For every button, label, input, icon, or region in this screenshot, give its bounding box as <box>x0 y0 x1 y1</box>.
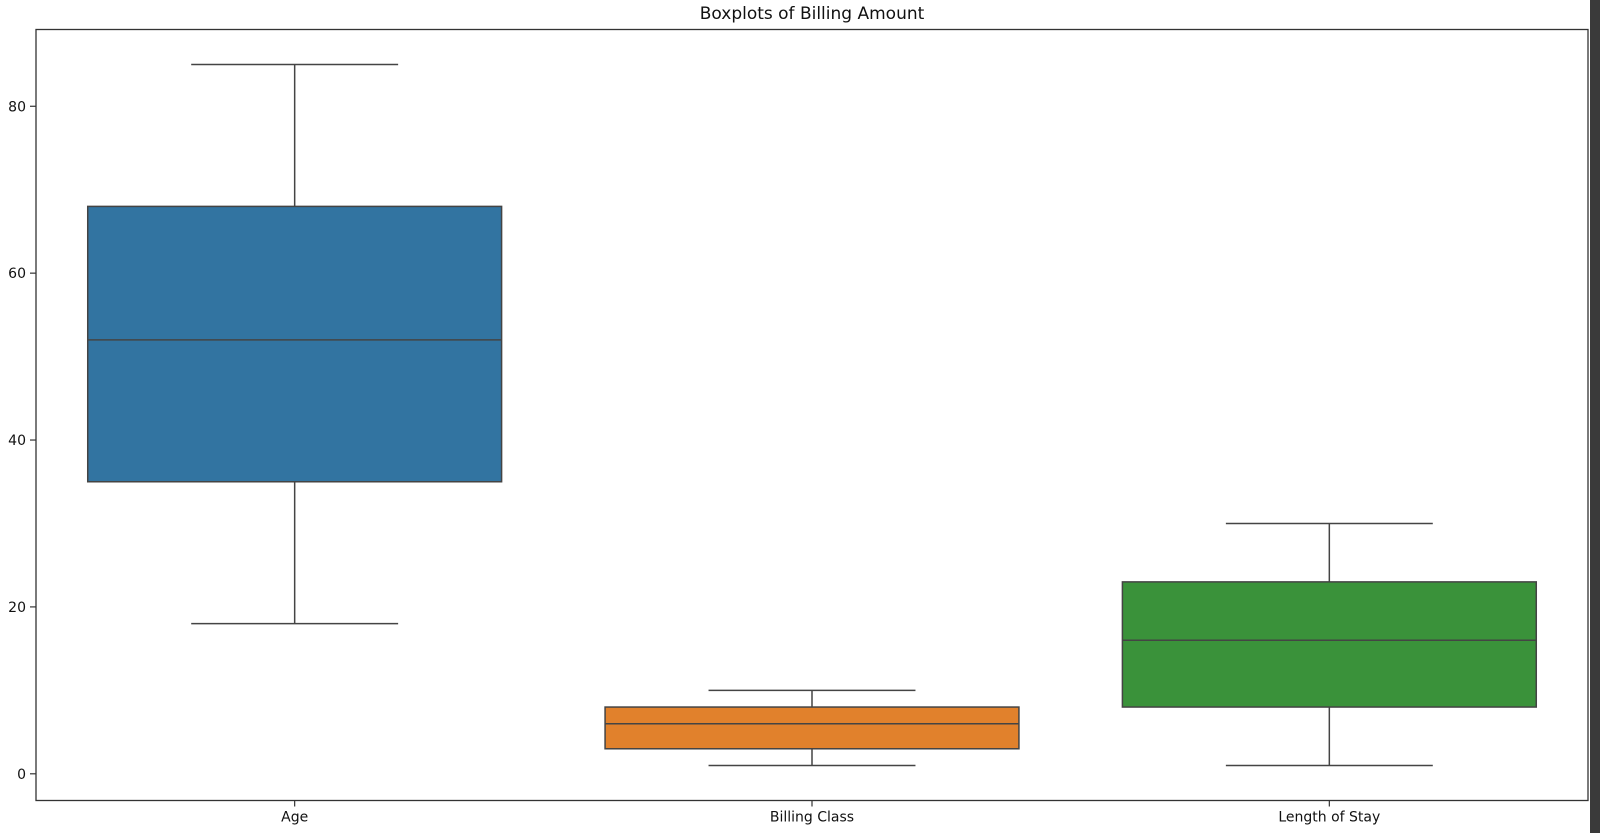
x-tick-label-age: Age <box>281 810 308 826</box>
y-tick-label: 80 <box>8 99 26 115</box>
window-edge <box>1590 0 1600 833</box>
chart-title: Boxplots of Billing Amount <box>699 4 925 24</box>
box-age <box>86 205 503 483</box>
y-tick-label: 0 <box>17 767 26 783</box>
y-tick-label: 60 <box>8 266 26 282</box>
y-tick-label: 40 <box>8 433 26 449</box>
x-tick-label-length-of-stay: Length of Stay <box>1278 810 1380 826</box>
x-tick-label-billing-class: Billing Class <box>770 810 854 826</box>
box-length-of-stay <box>1121 581 1538 708</box>
box-billing-class <box>604 706 1020 750</box>
y-tick-label: 20 <box>8 600 26 616</box>
plot-frame <box>35 28 1589 802</box>
